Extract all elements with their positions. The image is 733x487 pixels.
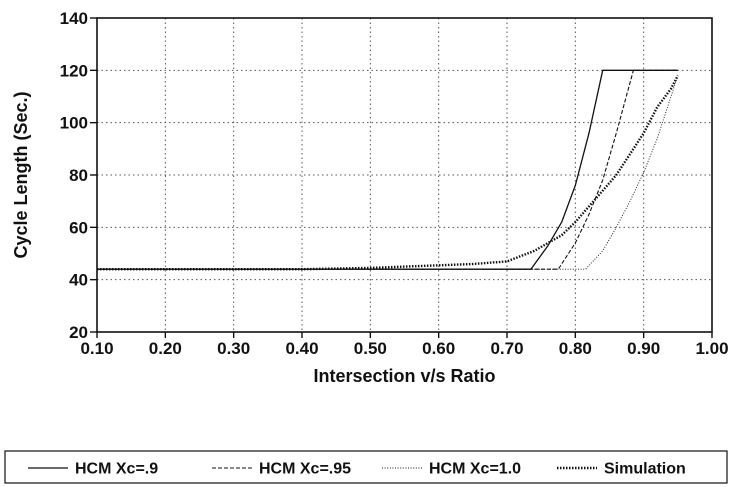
y-axis-title: Cycle Length (Sec.) bbox=[11, 91, 31, 258]
x-tick-label: 1.00 bbox=[695, 339, 728, 358]
x-axis-title: Intersection v/s Ratio bbox=[313, 366, 495, 386]
legend-entries: HCM Xc=.9 HCM Xc=.95 HCM Xc=1.0 Simulation bbox=[28, 461, 686, 478]
legend-label-2: HCM Xc=.95 bbox=[259, 461, 351, 478]
x-tick-label: 0.60 bbox=[422, 339, 455, 358]
y-tick-label: 140 bbox=[60, 9, 88, 28]
y-tick-label: 80 bbox=[69, 166, 88, 185]
y-tick-label: 20 bbox=[69, 323, 88, 342]
x-tick-label: 0.20 bbox=[149, 339, 182, 358]
series-line-3 bbox=[97, 75, 679, 270]
x-tick-label: 0.70 bbox=[490, 339, 523, 358]
series-line-1 bbox=[97, 69, 678, 270]
x-tick-label: 0.30 bbox=[217, 339, 250, 358]
x-tick-label: 0.80 bbox=[559, 339, 592, 358]
y-tick-label: 100 bbox=[60, 114, 88, 133]
x-tick-label: 0.10 bbox=[80, 339, 113, 358]
series-group bbox=[97, 69, 679, 271]
y-tick-label: 60 bbox=[69, 218, 88, 237]
series-line-2 bbox=[97, 69, 678, 270]
legend-label-4: Simulation bbox=[604, 461, 686, 478]
y-tick-label: 40 bbox=[69, 271, 88, 290]
legend bbox=[4, 450, 728, 484]
axis-ticks: 0.10 0.20 0.30 0.40 0.50 0.60 0.70 0.80 0.90 1.00… bbox=[60, 9, 729, 358]
series-line-4 bbox=[97, 75, 679, 271]
x-tick-label: 0.40 bbox=[285, 339, 318, 358]
x-tick-label: 0.50 bbox=[354, 339, 387, 358]
x-tick-label: 0.90 bbox=[627, 339, 660, 358]
legend-label-3: HCM Xc=1.0 bbox=[429, 461, 521, 478]
legend-label-1: HCM Xc=.9 bbox=[75, 461, 158, 478]
y-tick-label: 120 bbox=[60, 61, 88, 80]
grid bbox=[97, 18, 712, 332]
